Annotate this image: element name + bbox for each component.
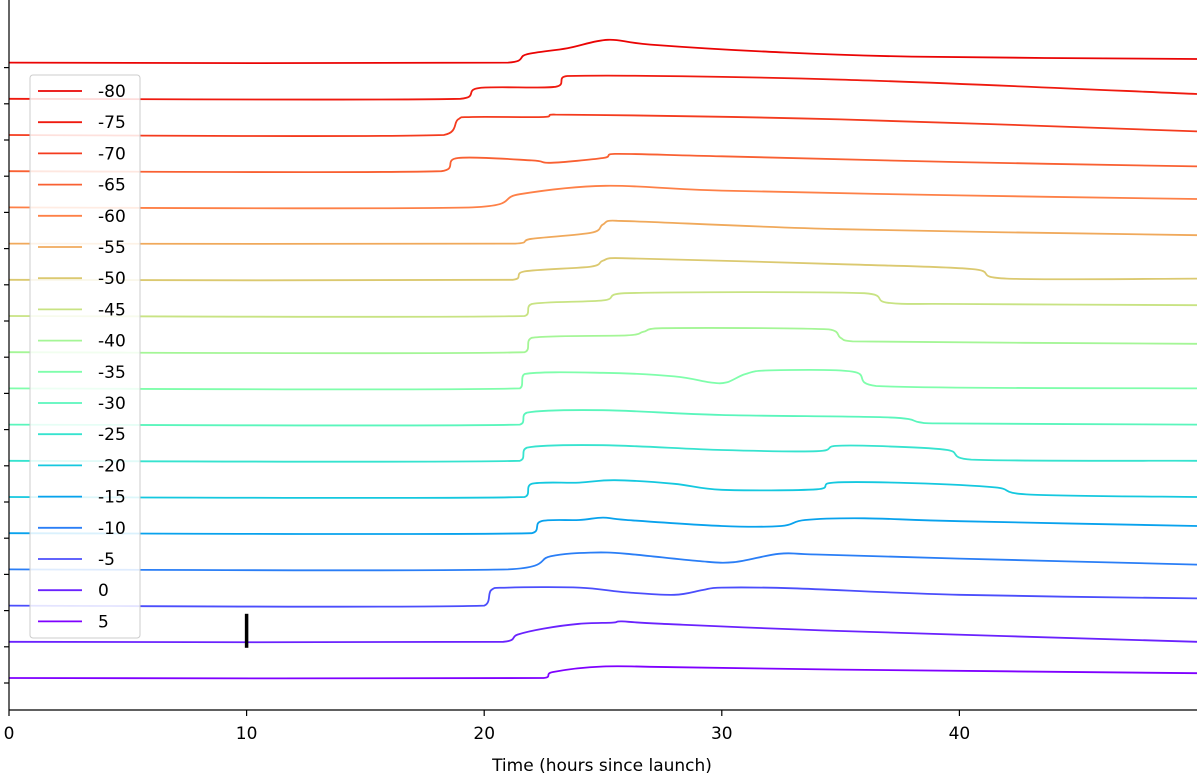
trace-line--80 (8, 38, 1198, 65)
trace-line--55 (8, 219, 1198, 245)
trace-line--45 (8, 291, 1198, 318)
legend-label: -5 (98, 550, 115, 570)
trace-line--35 (8, 368, 1198, 391)
legend-label: -75 (98, 113, 126, 133)
trace-line--5 (8, 586, 1198, 608)
trace-group (8, 38, 1198, 680)
trace-line-0 (8, 620, 1198, 644)
trace-line-5 (8, 665, 1198, 680)
x-tick-label: 0 (4, 724, 15, 744)
trace-line--25 (8, 444, 1198, 463)
legend-label: 0 (98, 581, 109, 601)
legend: -80-75-70-65-60-55-50-45-40-35-30-25-20-… (29, 74, 141, 639)
trace-line--15 (8, 516, 1198, 535)
legend-label: -45 (98, 300, 126, 320)
trace-line--40 (8, 327, 1198, 355)
trace-line--30 (8, 409, 1198, 427)
trace-line--50 (8, 257, 1198, 282)
legend-label: -60 (98, 207, 126, 227)
legend-label: -30 (98, 394, 126, 414)
x-tick-label: 30 (711, 724, 733, 744)
legend-label: -80 (98, 82, 126, 102)
legend-items: -80-75-70-65-60-55-50-45-40-35-30-25-20-… (38, 82, 126, 632)
legend-label: -50 (98, 269, 126, 289)
legend-label: -40 (98, 332, 126, 352)
trace-line--20 (8, 479, 1198, 499)
x-axis-label: Time (hours since launch) (491, 756, 712, 776)
legend-label: -70 (98, 144, 126, 164)
legend-label: 5 (98, 612, 109, 632)
trace-line--75 (8, 74, 1198, 101)
trace-line--65 (8, 152, 1198, 174)
trace-line--10 (8, 551, 1198, 572)
legend-label: -10 (98, 519, 126, 539)
y-tick-group (4, 66, 9, 684)
legend-label: -35 (98, 363, 126, 383)
axes: 0 10 20 30 40 Time (hours since launch) (4, 0, 1197, 776)
trace-line--60 (8, 184, 1198, 210)
legend-label: -55 (98, 238, 126, 258)
legend-label: -65 (98, 176, 126, 196)
x-tick-group: 0 10 20 30 40 (4, 710, 971, 744)
x-tick-label: 40 (949, 724, 971, 744)
legend-label: -25 (98, 425, 126, 445)
legend-label: -20 (98, 456, 126, 476)
x-tick-label: 10 (236, 724, 258, 744)
legend-label: -15 (98, 488, 126, 508)
trace-line--70 (8, 113, 1198, 138)
x-tick-label: 20 (473, 724, 495, 744)
